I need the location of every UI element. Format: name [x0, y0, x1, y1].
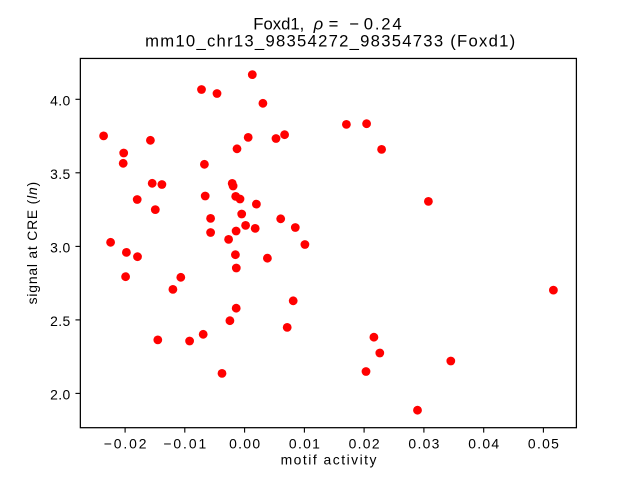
svg-text:0.00: 0.00	[229, 436, 261, 452]
svg-text:−0.02: −0.02	[104, 436, 149, 452]
svg-text:ρ: ρ	[313, 14, 324, 33]
svg-text:2.5: 2.5	[50, 313, 71, 329]
svg-text:Foxd1,: Foxd1,	[253, 14, 304, 33]
svg-text:0.03: 0.03	[408, 436, 440, 452]
svg-text:0.02: 0.02	[349, 436, 381, 452]
svg-text:4.0: 4.0	[50, 92, 71, 108]
svg-text:3.5: 3.5	[50, 166, 71, 182]
svg-text:=: =	[329, 14, 339, 33]
svg-text:−: −	[349, 14, 359, 33]
svg-text:−0.01: −0.01	[163, 436, 208, 452]
svg-text:2.0: 2.0	[50, 386, 71, 402]
svg-text:motif activity: motif activity	[281, 452, 378, 468]
svg-text:signal at CRE (ln): signal at CRE (ln)	[24, 181, 40, 304]
svg-text:3.0: 3.0	[50, 239, 71, 255]
svg-text:0.04: 0.04	[468, 436, 500, 452]
svg-text:mm10_chr13_98354272_98354733 (: mm10_chr13_98354272_98354733 (Foxd1)	[145, 32, 516, 51]
svg-text:0.01: 0.01	[289, 436, 321, 452]
svg-text:0.24: 0.24	[364, 14, 404, 33]
svg-text:0.05: 0.05	[528, 436, 560, 452]
